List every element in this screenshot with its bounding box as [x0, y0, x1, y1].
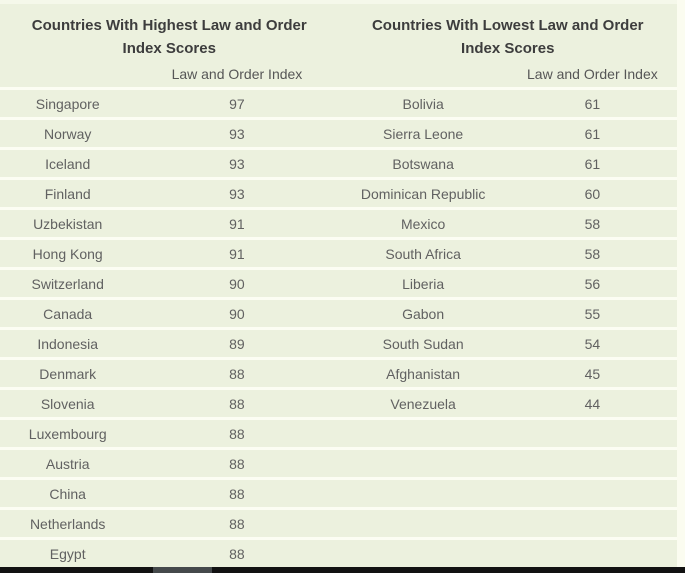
score-cell: 56 [584, 275, 601, 292]
highest-index-title: Countries With Highest Law and Order Ind… [31, 17, 307, 57]
top-border [0, 0, 685, 4]
table-row: Egypt 88 [0, 537, 677, 567]
country-cell: Indonesia [37, 335, 99, 352]
country-cell: Venezuela [390, 395, 456, 412]
table-row: Netherlands 88 [0, 507, 677, 537]
table-row: Canada 90 Gabon 55 [0, 297, 677, 327]
law-order-index-header-left: Law and Order Index [171, 65, 303, 82]
highest-table-header: Countries With Highest Law and Order Ind… [0, 4, 339, 60]
score-cell: 45 [584, 365, 601, 382]
tables-content: Countries With Highest Law and Order Ind… [0, 4, 677, 567]
country-cell: Finland [44, 185, 91, 202]
score-cell: 97 [229, 95, 245, 112]
score-cell: 88 [229, 365, 245, 382]
table-row: Iceland 93 Botswana 61 [0, 147, 677, 177]
country-cell: Iceland [45, 155, 91, 172]
score-cell: 61 [584, 125, 601, 142]
score-cell: 88 [229, 425, 245, 442]
column-headers-row: Law and Order Index Law and Order Index [0, 60, 677, 87]
country-cell: Sierra Leone [383, 125, 464, 142]
country-cell: Gabon [402, 305, 445, 322]
country-cell: China [49, 485, 86, 502]
score-cell: 88 [229, 395, 245, 412]
score-cell: 90 [229, 275, 245, 292]
score-cell: 61 [584, 95, 601, 112]
law-order-index-header-right: Law and Order Index [527, 65, 658, 82]
table-row: Switzerland 90 Liberia 56 [0, 267, 677, 297]
score-cell: 88 [229, 455, 245, 472]
country-cell: Hong Kong [32, 245, 103, 262]
country-cell: Afghanistan [386, 365, 461, 382]
score-cell: 93 [229, 155, 245, 172]
country-cell: South Sudan [382, 335, 464, 352]
table-row: Norway 93 Sierra Leone 61 [0, 117, 677, 147]
country-cell: Bolivia [402, 95, 444, 112]
lowest-index-title: Countries With Lowest Law and Order Inde… [371, 17, 644, 57]
score-cell: 88 [229, 545, 245, 562]
country-cell: Austria [45, 455, 90, 472]
country-cell: Dominican Republic [360, 185, 486, 202]
score-cell: 61 [584, 155, 601, 172]
country-cell: South Africa [385, 245, 461, 262]
country-cell: Luxembourg [28, 425, 107, 442]
table-row: Luxembourg 88 [0, 417, 677, 447]
right-margin [677, 0, 685, 573]
table-row: Finland 93 Dominican Republic 60 [0, 177, 677, 207]
score-cell: 58 [584, 215, 601, 232]
score-cell: 90 [229, 305, 245, 322]
table-row: Indonesia 89 South Sudan 54 [0, 327, 677, 357]
country-cell: Slovenia [40, 395, 95, 412]
country-cell: Egypt [49, 545, 86, 562]
score-cell: 54 [584, 335, 601, 352]
horizontal-scrollbar[interactable] [0, 567, 685, 573]
lowest-table-header: Countries With Lowest Law and Order Inde… [339, 4, 678, 60]
highest-column-headers: Law and Order Index [0, 60, 339, 87]
table-row: Uzbekistan 91 Mexico 58 [0, 207, 677, 237]
table-row: Slovenia 88 Venezuela 44 [0, 387, 677, 417]
score-cell: 93 [229, 125, 245, 142]
country-cell: Canada [43, 305, 93, 322]
score-cell: 88 [229, 515, 245, 532]
country-cell: Norway [43, 125, 92, 142]
score-cell: 91 [229, 215, 245, 232]
country-cell: Netherlands [29, 515, 106, 532]
country-cell: Mexico [400, 215, 446, 232]
score-cell: 58 [584, 245, 601, 262]
country-cell: Botswana [392, 155, 454, 172]
score-cell: 44 [584, 395, 601, 412]
country-cell: Singapore [35, 95, 100, 112]
table-row: Singapore 97 Bolivia 61 [0, 87, 677, 117]
score-cell: 89 [229, 335, 245, 352]
table-row: China 88 [0, 477, 677, 507]
table-row: Hong Kong 91 South Africa 58 [0, 237, 677, 267]
country-cell: Switzerland [31, 275, 104, 292]
score-cell: 88 [229, 485, 245, 502]
table-row: Austria 88 [0, 447, 677, 477]
score-cell: 60 [584, 185, 601, 202]
country-cell: Denmark [39, 365, 97, 382]
titles-row: Countries With Highest Law and Order Ind… [0, 4, 677, 60]
country-cell: Liberia [402, 275, 445, 292]
score-cell: 93 [229, 185, 245, 202]
score-cell: 91 [229, 245, 245, 262]
country-cell: Uzbekistan [33, 215, 103, 232]
lowest-column-headers: Law and Order Index [339, 60, 678, 87]
table-row: Denmark 88 Afghanistan 45 [0, 357, 677, 387]
table-rows: Singapore 97 Bolivia 61 Norway 93 Sierra… [0, 87, 677, 567]
scrollbar-thumb[interactable] [153, 567, 212, 573]
score-cell: 55 [584, 305, 601, 322]
